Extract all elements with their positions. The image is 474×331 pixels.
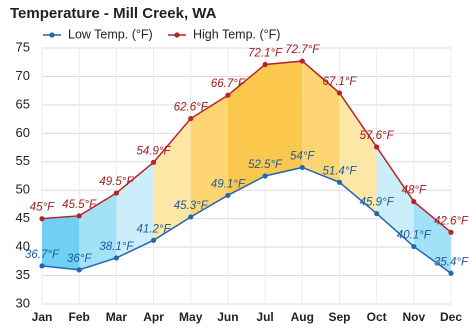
point (411, 243, 417, 250)
temp-band (227, 64, 266, 196)
y-tick-label: 70 (16, 68, 30, 83)
point (411, 199, 417, 205)
value-label: 72.7°F (285, 44, 320, 56)
temp-band (42, 215, 80, 270)
point (188, 115, 194, 122)
value-label: 45°F (30, 202, 55, 214)
y-tick-label: 65 (16, 96, 30, 111)
x-tick-label: Nov (402, 310, 425, 324)
value-label: 57.6°F (360, 130, 395, 142)
x-tick-label: Jan (32, 310, 53, 324)
value-label: 36.7°F (25, 249, 60, 261)
value-label: 45.9°F (360, 197, 395, 209)
y-tick-label: 75 (16, 39, 30, 54)
legend: Low Temp. (°F) High Temp. (°F) (43, 27, 280, 41)
value-label: 67.1°F (322, 76, 357, 88)
temp-band (265, 61, 303, 177)
temp-band (79, 193, 117, 270)
x-tick-label: Jul (256, 310, 273, 324)
point (150, 159, 157, 165)
temp-band (190, 95, 228, 217)
point (448, 270, 454, 276)
point (336, 179, 343, 185)
legend-marker (174, 32, 180, 38)
value-label: 66.7°F (211, 78, 246, 90)
value-label: 48°F (402, 185, 427, 197)
x-tick-label: Apr (143, 310, 164, 324)
value-label: 52.5°F (248, 159, 283, 171)
series-line (41, 60, 452, 233)
value-label: 45.5°F (62, 199, 97, 211)
x-tick-label: Feb (69, 310, 90, 324)
temp-band (413, 201, 451, 274)
point (299, 58, 305, 64)
value-label: 49.5°F (99, 176, 134, 188)
value-label: 62.6°F (174, 102, 209, 114)
value-label: 51.4°F (322, 165, 357, 177)
point (225, 92, 231, 98)
point (188, 214, 194, 220)
y-tick-label: 55 (16, 153, 30, 168)
value-label: 36°F (67, 253, 92, 265)
point (262, 173, 268, 179)
temp-band (302, 61, 340, 183)
value-label: 40.1°F (397, 230, 432, 242)
point (448, 229, 454, 235)
x-tick-label: Sep (328, 310, 350, 324)
point (76, 267, 82, 273)
value-label: 72.1°F (248, 48, 283, 60)
temp-band (339, 92, 377, 214)
value-label: 54°F (290, 150, 315, 162)
series-line (41, 166, 452, 274)
x-tick-label: Dec (440, 310, 462, 324)
temp-band (153, 118, 191, 241)
point (39, 263, 45, 269)
value-label: 54.9°F (137, 145, 172, 157)
point (262, 61, 268, 68)
y-tick-label: 40 (16, 239, 30, 254)
x-tick-label: Jun (217, 310, 238, 324)
y-tick-label: 30 (16, 295, 30, 310)
y-tick-label: 50 (16, 182, 30, 197)
point (299, 164, 305, 171)
value-label: 45.3°F (174, 200, 209, 212)
value-label: 42.6°F (434, 215, 469, 227)
y-tick-label: 60 (16, 125, 30, 140)
chart-title: Temperature - Mill Creek, WA (10, 5, 217, 22)
point (374, 144, 380, 150)
legend-label: High Temp. (°F) (193, 27, 280, 41)
x-tick-label: May (179, 310, 203, 324)
x-tick-label: Mar (106, 310, 128, 324)
legend-label: Low Temp. (°F) (68, 27, 153, 41)
value-label: 49.1°F (211, 178, 246, 190)
point (150, 237, 157, 243)
point (225, 192, 231, 198)
point (39, 216, 45, 222)
point (76, 213, 82, 219)
y-tick-label: 35 (16, 267, 30, 282)
value-label: 35.4°F (434, 256, 469, 268)
legend-marker (49, 32, 55, 38)
y-tick-label: 45 (16, 210, 30, 225)
point (336, 90, 343, 96)
x-tick-label: Oct (367, 310, 387, 324)
value-label: 41.2°F (137, 223, 172, 235)
point (374, 210, 380, 217)
x-tick-label: Aug (291, 310, 314, 324)
value-label: 38.1°F (99, 241, 134, 253)
point (113, 255, 119, 261)
point (113, 190, 119, 196)
